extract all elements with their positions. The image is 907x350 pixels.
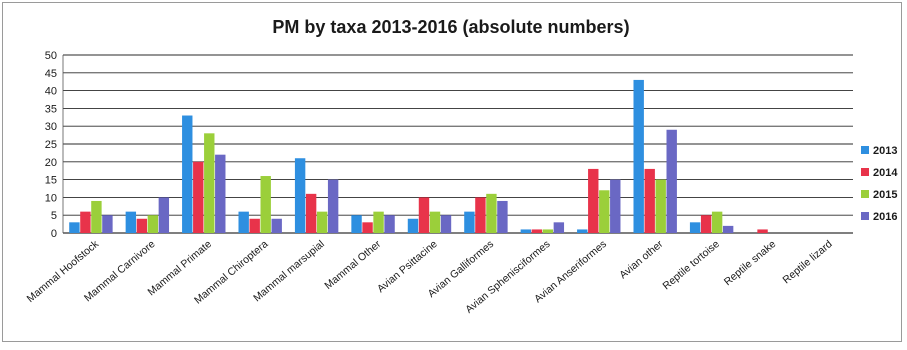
y-tick-label: 5: [51, 210, 57, 222]
bar-2015-8: [542, 229, 554, 233]
bar-2015-3: [260, 176, 271, 233]
y-tick-label: 50: [45, 50, 57, 62]
bar-2016-5: [384, 215, 395, 233]
bar-2014-0: [80, 211, 91, 233]
bar-2014-11: [700, 215, 712, 233]
bar-2013-0: [69, 222, 80, 233]
legend-label-2014: 2014: [873, 167, 898, 179]
bar-2013-5: [351, 215, 362, 233]
bar-2014-12: [757, 229, 768, 233]
bar-2014-6: [418, 197, 430, 233]
bar-2016-4: [327, 179, 339, 233]
bar-2014-5: [362, 222, 373, 233]
y-tick-label: 0: [51, 228, 57, 240]
bar-2013-8: [520, 229, 532, 233]
legend-label-2013: 2013: [873, 145, 897, 157]
bar-2015-0: [91, 200, 102, 233]
bar-2014-10: [644, 168, 655, 233]
legend-label-2015: 2015: [873, 189, 897, 201]
bar-2013-7: [464, 211, 475, 233]
bar-2016-3: [271, 218, 282, 233]
legend-swatch-2016: [861, 212, 869, 220]
y-tick-label: 40: [45, 86, 57, 98]
bar-2015-10: [655, 179, 666, 233]
y-tick-label: 30: [45, 121, 57, 133]
bar-2016-10: [666, 129, 677, 233]
bar-2014-3: [249, 218, 260, 233]
bar-2015-5: [373, 211, 384, 233]
bar-2014-1: [136, 218, 148, 233]
chart-title: PM by taxa 2013-2016 (absolute numbers): [272, 17, 629, 37]
bar-2016-6: [440, 215, 452, 233]
y-tick-label: 35: [45, 103, 57, 115]
y-tick-label: 10: [45, 192, 57, 204]
legend-label-2016: 2016: [873, 211, 897, 223]
bar-2014-2: [193, 161, 204, 233]
bar-2013-1: [125, 211, 137, 233]
legend-swatch-2015: [861, 190, 869, 198]
bar-2016-11: [722, 225, 734, 233]
bar-2016-2: [215, 154, 226, 233]
x-tick-label: Mammal Other: [322, 238, 383, 292]
chart-frame: PM by taxa 2013-2016 (absolute numbers) …: [2, 2, 902, 342]
bar-2015-6: [429, 211, 441, 233]
bar-2016-8: [553, 222, 565, 233]
y-tick-label: 45: [45, 68, 57, 80]
bar-2015-7: [486, 193, 497, 233]
bar-2015-9: [599, 190, 610, 233]
bar-2013-2: [182, 115, 193, 233]
y-tick-label: 20: [45, 157, 57, 169]
bar-2013-9: [577, 229, 588, 233]
bar-2013-10: [633, 79, 644, 233]
bar-2014-8: [531, 229, 543, 233]
bar-2016-9: [610, 179, 621, 233]
bar-2016-0: [102, 215, 113, 233]
bar-2013-3: [238, 211, 249, 233]
legend-swatch-2014: [861, 168, 869, 176]
x-tick-label: Reptile tortoise: [660, 238, 721, 292]
bar-2014-4: [305, 193, 317, 233]
bar-2016-7: [497, 200, 508, 233]
y-tick-label: 15: [45, 175, 57, 187]
x-tick-label: Avian other: [617, 238, 666, 282]
y-tick-label: 25: [45, 139, 57, 151]
bar-2015-11: [711, 211, 723, 233]
bar-2014-7: [475, 197, 486, 233]
x-tick-label: Reptile lizard: [780, 238, 834, 286]
legend-swatch-2013: [861, 146, 869, 154]
bar-2013-6: [407, 218, 419, 233]
bar-2013-11: [689, 222, 701, 233]
bar-2015-1: [147, 215, 159, 233]
chart: PM by taxa 2013-2016 (absolute numbers) …: [25, 17, 899, 316]
bar-2013-4: [294, 158, 306, 233]
x-tick-label: Reptile snake: [722, 238, 779, 288]
legend: 2013 2014 2015 2016: [861, 145, 898, 223]
bar-2014-9: [588, 168, 599, 233]
bar-2015-2: [204, 133, 215, 233]
bar-2016-1: [158, 197, 170, 233]
bar-2015-4: [316, 211, 328, 233]
